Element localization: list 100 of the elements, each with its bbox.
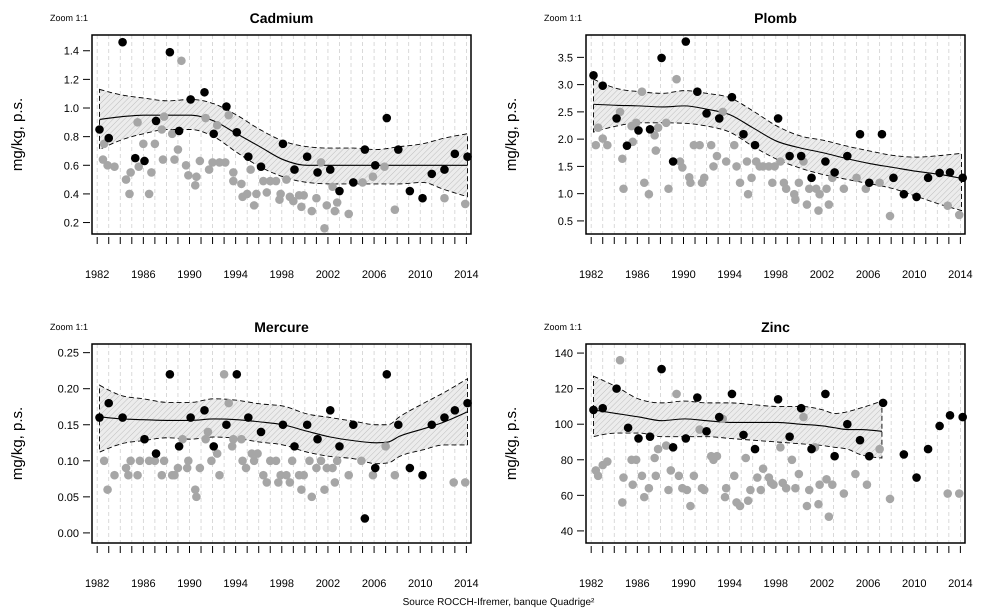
point [104, 134, 114, 142]
point [95, 413, 104, 422]
point [256, 162, 266, 172]
x-tick-label: 1998 [270, 269, 294, 281]
point [612, 114, 621, 123]
point [646, 432, 654, 441]
y-tick-label: 60 [560, 490, 573, 502]
point [878, 130, 886, 139]
point [118, 38, 127, 46]
point [382, 114, 392, 122]
point [360, 514, 370, 523]
point [244, 413, 253, 422]
x-tick-label: 1994 [717, 269, 742, 281]
point [785, 152, 794, 160]
y-tick-label: 0.4 [64, 188, 79, 201]
text: Zoom 1:1 [50, 322, 88, 332]
point [924, 174, 932, 182]
point [646, 125, 654, 134]
y-tick-label: 1.0 [558, 188, 573, 201]
point [166, 370, 174, 379]
point [612, 384, 621, 393]
x-tick-label: 2014 [454, 269, 479, 281]
point [418, 470, 427, 480]
point [232, 370, 242, 379]
x-tick-label: 1994 [223, 269, 248, 281]
y-tick-label: 0.5 [558, 216, 573, 228]
chart-title: Mercure [254, 319, 309, 335]
point [232, 128, 242, 137]
y-tick-label: 0.6 [64, 160, 79, 172]
point [450, 150, 460, 158]
y-tick-label: 0.2 [64, 218, 79, 230]
y-tick-label: 1.4 [64, 46, 79, 58]
point [278, 140, 288, 148]
point [406, 186, 414, 196]
point [209, 442, 218, 451]
point [856, 436, 864, 445]
point [360, 145, 370, 154]
y-tick-label: 0.00 [58, 528, 79, 540]
point [140, 156, 149, 166]
point [335, 186, 344, 196]
x-tick-label: 2006 [362, 269, 386, 281]
x-tick-label: 2014 [948, 578, 973, 590]
point [900, 450, 908, 459]
point [256, 428, 266, 436]
x-tick-label: 2002 [316, 269, 340, 281]
point [598, 404, 608, 412]
point [946, 168, 954, 177]
point [889, 174, 898, 182]
point [657, 364, 666, 374]
point [668, 157, 678, 166]
point [900, 190, 908, 198]
y-tick-label: 0.8 [64, 132, 79, 144]
y-tick-label: 1.0 [64, 103, 79, 116]
point [878, 398, 888, 408]
point [624, 423, 632, 432]
point [702, 109, 711, 118]
point [326, 406, 335, 415]
point [335, 442, 344, 451]
y-tick-label: 0.10 [58, 456, 79, 468]
x-tick-label: 2006 [856, 578, 880, 590]
y-tick-label: 80 [560, 454, 573, 467]
point [634, 434, 643, 443]
point [739, 430, 748, 440]
point [843, 152, 852, 160]
y-tick-label: 3.0 [558, 80, 573, 92]
x-tick-label: 2010 [902, 578, 926, 590]
point [821, 157, 830, 166]
point [200, 406, 209, 415]
point [796, 152, 806, 160]
chart-title: Cadmium [250, 10, 314, 26]
x-tick-label: 1986 [625, 269, 650, 281]
point [174, 126, 184, 136]
x-tick-label: 1994 [717, 578, 742, 590]
point [807, 444, 816, 454]
point [785, 432, 794, 441]
point [200, 88, 209, 97]
point [152, 116, 160, 126]
y-axis-title: mg/kg, p.s. [503, 98, 520, 172]
y-tick-label: 2.5 [558, 106, 573, 119]
point [750, 140, 760, 150]
point [130, 154, 140, 162]
point [935, 168, 944, 178]
point [935, 422, 944, 430]
x-tick-label: 1986 [625, 578, 650, 590]
point [807, 174, 816, 182]
x-tick-label: 1998 [764, 578, 788, 590]
point [244, 152, 253, 161]
point [302, 420, 312, 430]
point [95, 125, 104, 134]
point [222, 420, 231, 430]
point [222, 102, 231, 111]
y-tick-label: 0.20 [58, 384, 79, 396]
x-tick-label: 2002 [810, 269, 834, 281]
x-tick-label: 1982 [578, 269, 604, 281]
point [104, 398, 114, 408]
x-tick-label: 1982 [84, 578, 110, 590]
point [370, 160, 380, 170]
point [682, 37, 690, 46]
x-tick-label: 1982 [84, 269, 110, 281]
point [118, 413, 127, 422]
